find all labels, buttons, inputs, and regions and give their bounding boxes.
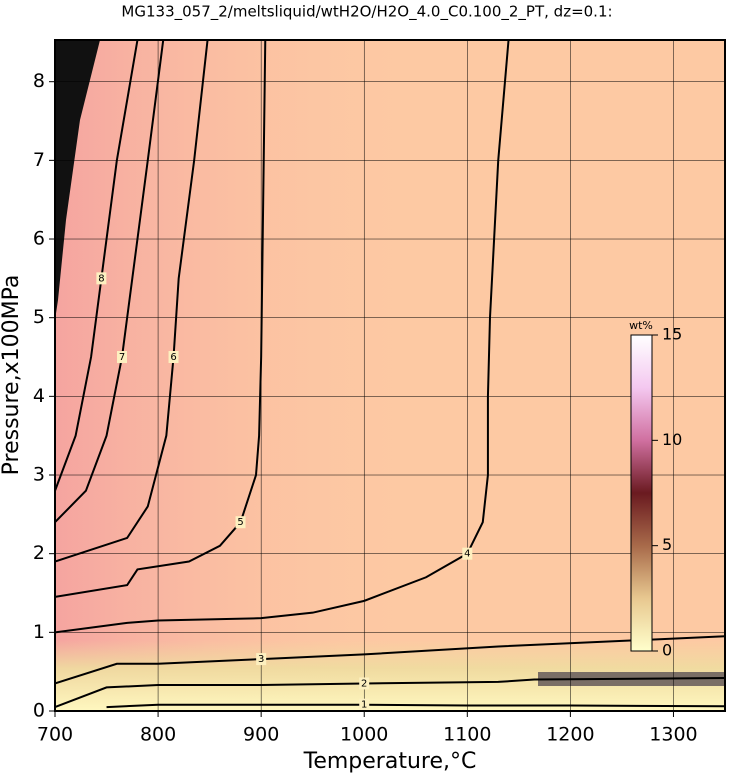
contour-line (55, 676, 725, 709)
contour-label: 2 (361, 678, 367, 689)
contour-label: 6 (170, 352, 176, 363)
colorbar-label: wt% (629, 319, 653, 332)
contour-label: 5 (237, 517, 243, 528)
contour-line (55, 40, 209, 563)
x-axis-label: Temperature,°C (303, 749, 477, 774)
plot-frame (54, 39, 726, 712)
contour-label-box (256, 653, 267, 666)
contour-label-box (168, 351, 179, 364)
contour-line (55, 40, 510, 634)
contour-label: 1 (361, 700, 367, 711)
colorbar (630, 334, 653, 652)
y-tick-label: 2 (33, 542, 45, 564)
contour-label-box (96, 272, 107, 285)
y-tick-label: 5 (33, 306, 45, 328)
y-tick-label: 8 (33, 70, 45, 92)
contour-label-box (462, 547, 473, 560)
contour-label: 4 (464, 549, 470, 560)
contour-label: 3 (258, 654, 264, 665)
y-tick-label: 7 (33, 149, 45, 171)
y-tick-label: 6 (33, 228, 45, 250)
y-tick-label: 0 (33, 700, 45, 722)
contour-line (55, 40, 139, 492)
colorbar-tick-label: 10 (662, 430, 682, 449)
x-tick-label: 800 (140, 724, 176, 746)
colorbar-tick-label: 15 (662, 325, 682, 344)
contour-label-box (235, 516, 246, 529)
x-tick-label: 900 (243, 724, 279, 746)
x-tick-label: 1100 (443, 724, 491, 746)
colorbar-tick-label: 0 (662, 641, 672, 660)
colorbar-tick-label: 5 (662, 535, 672, 554)
y-axis-label: Pressure,x100MPa (0, 275, 24, 476)
contour-label: 8 (98, 273, 104, 284)
chart-title: MG133_057_2/meltsliquid/wtH2O/H2O_4.0_C0… (121, 3, 612, 22)
x-tick-label: 1200 (546, 724, 594, 746)
y-tick-label: 1 (33, 621, 45, 643)
y-tick-label: 3 (33, 464, 45, 486)
contour-label-box (359, 698, 370, 711)
contour-label-box (359, 677, 370, 690)
x-tick-label: 1000 (340, 724, 388, 746)
contour-label-box (117, 351, 127, 364)
x-tick-label: 700 (37, 724, 73, 746)
dense-contours (55, 40, 100, 320)
x-tick-label: 1300 (649, 724, 697, 746)
y-tick-label: 4 (33, 385, 45, 407)
contour-label: 7 (119, 352, 125, 363)
plot-shade (55, 40, 725, 711)
